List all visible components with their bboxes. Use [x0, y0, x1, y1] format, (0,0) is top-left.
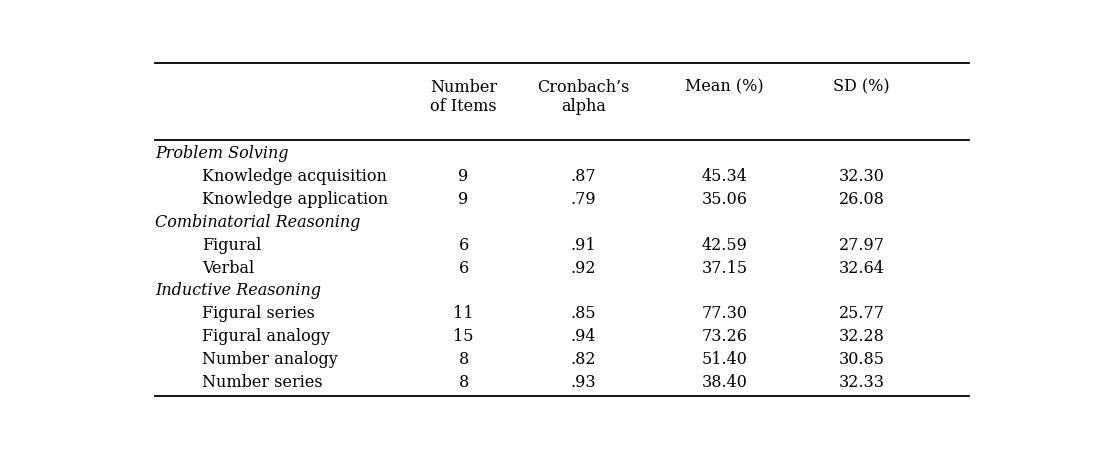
Text: .85: .85 [570, 305, 597, 323]
Text: 9: 9 [459, 168, 469, 184]
Text: Figural analogy: Figural analogy [202, 328, 330, 346]
Text: Cronbach’s
alpha: Cronbach’s alpha [537, 79, 630, 116]
Text: 73.26: 73.26 [702, 328, 748, 346]
Text: 32.28: 32.28 [839, 328, 885, 346]
Text: 32.64: 32.64 [839, 260, 885, 276]
Text: Combinatorial Reasoning: Combinatorial Reasoning [155, 213, 360, 231]
Text: 26.08: 26.08 [839, 191, 885, 207]
Text: Figural series: Figural series [202, 305, 315, 323]
Text: .93: .93 [570, 375, 597, 391]
Text: 11: 11 [453, 305, 474, 323]
Text: 27.97: 27.97 [839, 236, 885, 254]
Text: .91: .91 [570, 236, 597, 254]
Text: 32.30: 32.30 [839, 168, 885, 184]
Text: 15: 15 [453, 328, 474, 346]
Text: .92: .92 [570, 260, 597, 276]
Text: 51.40: 51.40 [702, 352, 748, 368]
Text: 38.40: 38.40 [702, 375, 748, 391]
Text: 8: 8 [459, 375, 469, 391]
Text: Knowledge acquisition: Knowledge acquisition [202, 168, 387, 184]
Text: 37.15: 37.15 [702, 260, 748, 276]
Text: 8: 8 [459, 352, 469, 368]
Text: 6: 6 [459, 236, 469, 254]
Text: 30.85: 30.85 [839, 352, 885, 368]
Text: 25.77: 25.77 [839, 305, 885, 323]
Text: SD (%): SD (%) [833, 79, 890, 96]
Text: Figural: Figural [202, 236, 262, 254]
Text: 42.59: 42.59 [702, 236, 748, 254]
Text: Number analogy: Number analogy [202, 352, 338, 368]
Text: .87: .87 [570, 168, 597, 184]
Text: Number
of Items: Number of Items [430, 79, 497, 116]
Text: 45.34: 45.34 [702, 168, 748, 184]
Text: .79: .79 [570, 191, 597, 207]
Text: 6: 6 [459, 260, 469, 276]
Text: Verbal: Verbal [202, 260, 254, 276]
Text: 9: 9 [459, 191, 469, 207]
Text: .82: .82 [570, 352, 597, 368]
Text: Mean (%): Mean (%) [685, 79, 764, 96]
Text: 35.06: 35.06 [702, 191, 748, 207]
Text: Number series: Number series [202, 375, 323, 391]
Text: Knowledge application: Knowledge application [202, 191, 389, 207]
Text: .94: .94 [570, 328, 597, 346]
Text: Inductive Reasoning: Inductive Reasoning [155, 283, 322, 299]
Text: Problem Solving: Problem Solving [155, 145, 288, 162]
Text: 77.30: 77.30 [702, 305, 748, 323]
Text: 32.33: 32.33 [839, 375, 885, 391]
